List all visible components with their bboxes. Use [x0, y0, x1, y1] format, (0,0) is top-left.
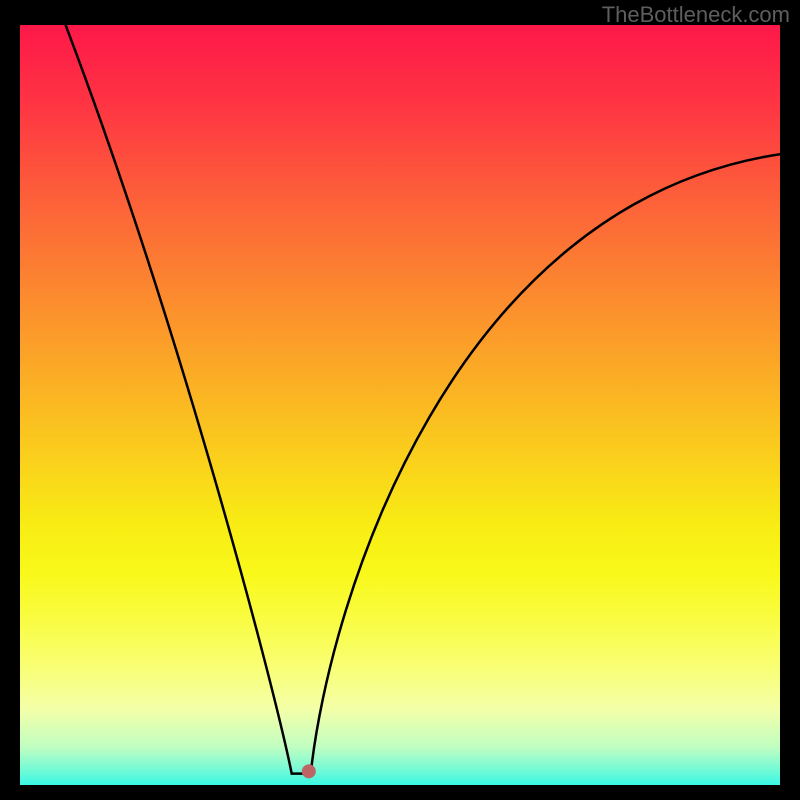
- bottleneck-curve: [20, 25, 780, 785]
- watermark-text: TheBottleneck.com: [602, 2, 790, 28]
- chart-plot-area: [20, 25, 780, 785]
- minimum-marker: [302, 764, 316, 778]
